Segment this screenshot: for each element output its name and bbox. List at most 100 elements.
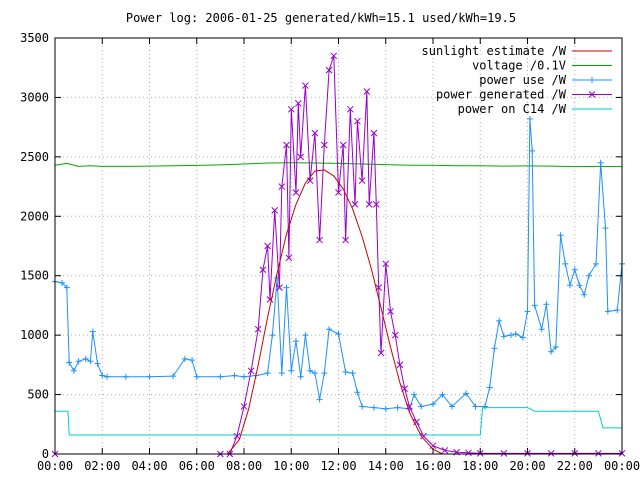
- power-use-w-point: [99, 372, 106, 379]
- power-generated-w-point: [247, 367, 255, 375]
- power-on-c14-w-line: [55, 407, 622, 436]
- y-tick-label: 0: [42, 447, 49, 461]
- power-use-w-point: [472, 403, 479, 410]
- power-use-w-point: [543, 301, 550, 308]
- x-tick-label: 10:00: [273, 459, 309, 473]
- power-generated-w-point: [547, 450, 555, 457]
- power-generated-w-point: [302, 82, 309, 89]
- power-use-w-point: [571, 266, 578, 273]
- power-use-w-point: [604, 308, 611, 315]
- power-use-w-point: [75, 358, 82, 365]
- power-generated-w-point: [391, 331, 399, 339]
- power-use-w-point: [538, 326, 545, 333]
- power-generated-w-point: [441, 447, 449, 454]
- power-use-w-point: [597, 159, 604, 166]
- y-tick-label: 3000: [20, 90, 49, 104]
- power-generated-w-point: [377, 349, 385, 357]
- power-generated-w-point: [292, 189, 300, 196]
- series-sunlight-estimate-w: [227, 169, 443, 455]
- power-use-w-point: [316, 396, 323, 403]
- y-tick-label: 1000: [20, 328, 49, 342]
- x-tick-label: 18:00: [462, 459, 498, 473]
- power-use-w-point: [439, 391, 446, 398]
- power-use-w-point: [529, 147, 536, 154]
- power-use-w-point: [614, 307, 621, 314]
- power-use-w-point: [82, 355, 89, 362]
- legend-marker-power-generated-w: [588, 91, 596, 98]
- sunlight-estimate-w-line: [227, 169, 443, 455]
- power-use-w-point: [89, 328, 96, 335]
- power-use-w-point: [531, 302, 538, 309]
- legend-label: power use /W: [479, 73, 566, 87]
- power-use-w-point: [264, 370, 271, 377]
- power-use-w-point: [311, 370, 318, 377]
- power-generated-w-point: [339, 141, 347, 149]
- power-generated-w-point: [342, 236, 349, 244]
- x-tick-label: 14:00: [368, 459, 404, 473]
- x-tick-label: 22:00: [557, 459, 593, 473]
- power-use-w-point: [430, 401, 436, 408]
- y-axis: 0 500 1000 1500 2000 2500 3000 3500: [20, 31, 622, 461]
- power-use-w-point: [448, 403, 455, 410]
- x-axis: 00:00 02:00 04:00 06:00 08:00 10:00 12:00 14:00…: [37, 38, 640, 473]
- power-use-w-point: [181, 355, 188, 362]
- power-use-w-point: [307, 367, 314, 374]
- power-use-w-point: [349, 370, 356, 377]
- series-power-on-c14-w: [55, 407, 622, 436]
- power-use-w-point: [193, 373, 200, 380]
- power-use-w-point: [170, 373, 177, 380]
- power-generated-w-point: [372, 201, 380, 208]
- power-generated-w-point: [316, 236, 323, 244]
- power-generated-w-point: [278, 183, 286, 190]
- y-tick-label: 500: [27, 388, 49, 402]
- power-use-w-point: [297, 373, 304, 380]
- power-use-w-point: [146, 373, 153, 380]
- power-use-w-point: [512, 330, 519, 337]
- power-generated-w-point: [387, 308, 394, 315]
- power-generated-w-point: [335, 189, 342, 196]
- plot-area: [51, 52, 626, 458]
- x-tick-label: 00:00: [604, 459, 640, 473]
- power-generated-w-point: [346, 105, 354, 113]
- power-use-w-point: [567, 282, 574, 289]
- power-generated-w-point: [351, 201, 359, 208]
- power-generated-w-point: [254, 325, 262, 333]
- power-use-w-point: [496, 317, 503, 324]
- power-use-w-point: [269, 332, 276, 339]
- power-use-w-point: [394, 404, 401, 411]
- power-generated-w-point: [271, 206, 279, 214]
- power-use-w-point: [321, 370, 328, 377]
- power-generated-w-point: [396, 361, 404, 369]
- power-use-w-point: [231, 372, 238, 379]
- power-generated-w-point: [294, 100, 302, 107]
- power-generated-w-point: [283, 141, 290, 149]
- power-generated-w-point: [320, 141, 328, 149]
- y-tick-label: 2500: [20, 150, 49, 164]
- power-use-w-point: [354, 389, 361, 396]
- power-use-w-point: [585, 272, 592, 279]
- power-use-w-point: [217, 373, 224, 380]
- power-use-w-point: [103, 373, 110, 380]
- power-generated-w-line: [55, 55, 622, 455]
- power-generated-w-point: [382, 260, 390, 268]
- series-power-use-w: [52, 115, 625, 412]
- x-tick-label: 02:00: [84, 459, 120, 473]
- power-use-w-point: [524, 308, 531, 315]
- power-use-w-point: [507, 332, 514, 339]
- power-use-w-point: [189, 357, 196, 364]
- series-voltage-0-1v: [54, 162, 623, 168]
- power-use-w-point: [463, 390, 470, 397]
- power-use-w-point: [241, 373, 247, 380]
- power-generated-w-point: [240, 403, 248, 410]
- power-use-w-point: [370, 404, 377, 411]
- power-generated-w-point: [285, 254, 293, 262]
- power-use-w-point: [562, 260, 569, 267]
- power-generated-w-point: [325, 66, 333, 74]
- power-use-w-point: [87, 358, 94, 365]
- y-tick-label: 1500: [20, 269, 49, 283]
- x-tick-label: 20:00: [509, 459, 545, 473]
- x-tick-label: 00:00: [37, 459, 73, 473]
- x-tick-label: 06:00: [179, 459, 215, 473]
- legend-marker-power-use-w: [589, 77, 595, 83]
- legend-label: power on C14 /W: [458, 102, 567, 116]
